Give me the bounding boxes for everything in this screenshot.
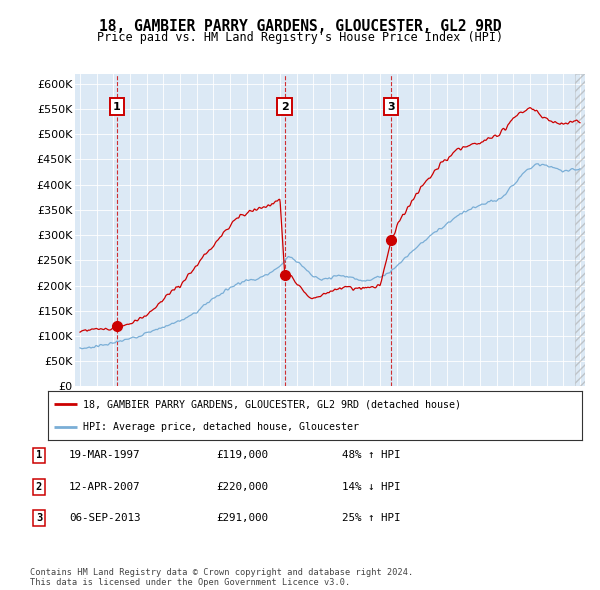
Text: £119,000: £119,000 xyxy=(216,451,268,460)
Text: 18, GAMBIER PARRY GARDENS, GLOUCESTER, GL2 9RD: 18, GAMBIER PARRY GARDENS, GLOUCESTER, G… xyxy=(99,19,501,34)
Text: 2: 2 xyxy=(281,101,289,112)
Text: £220,000: £220,000 xyxy=(216,482,268,491)
Text: 48% ↑ HPI: 48% ↑ HPI xyxy=(342,451,401,460)
Text: £291,000: £291,000 xyxy=(216,513,268,523)
Text: 14% ↓ HPI: 14% ↓ HPI xyxy=(342,482,401,491)
Text: 25% ↑ HPI: 25% ↑ HPI xyxy=(342,513,401,523)
Text: 1: 1 xyxy=(113,101,121,112)
Text: Contains HM Land Registry data © Crown copyright and database right 2024.
This d: Contains HM Land Registry data © Crown c… xyxy=(30,568,413,587)
Text: Price paid vs. HM Land Registry's House Price Index (HPI): Price paid vs. HM Land Registry's House … xyxy=(97,31,503,44)
Text: HPI: Average price, detached house, Gloucester: HPI: Average price, detached house, Glou… xyxy=(83,422,359,432)
Text: 1: 1 xyxy=(36,451,42,460)
Text: 2: 2 xyxy=(36,482,42,491)
Text: 19-MAR-1997: 19-MAR-1997 xyxy=(69,451,140,460)
Text: 06-SEP-2013: 06-SEP-2013 xyxy=(69,513,140,523)
Text: 12-APR-2007: 12-APR-2007 xyxy=(69,482,140,491)
Text: 3: 3 xyxy=(388,101,395,112)
Text: 18, GAMBIER PARRY GARDENS, GLOUCESTER, GL2 9RD (detached house): 18, GAMBIER PARRY GARDENS, GLOUCESTER, G… xyxy=(83,399,461,409)
Text: 3: 3 xyxy=(36,513,42,523)
